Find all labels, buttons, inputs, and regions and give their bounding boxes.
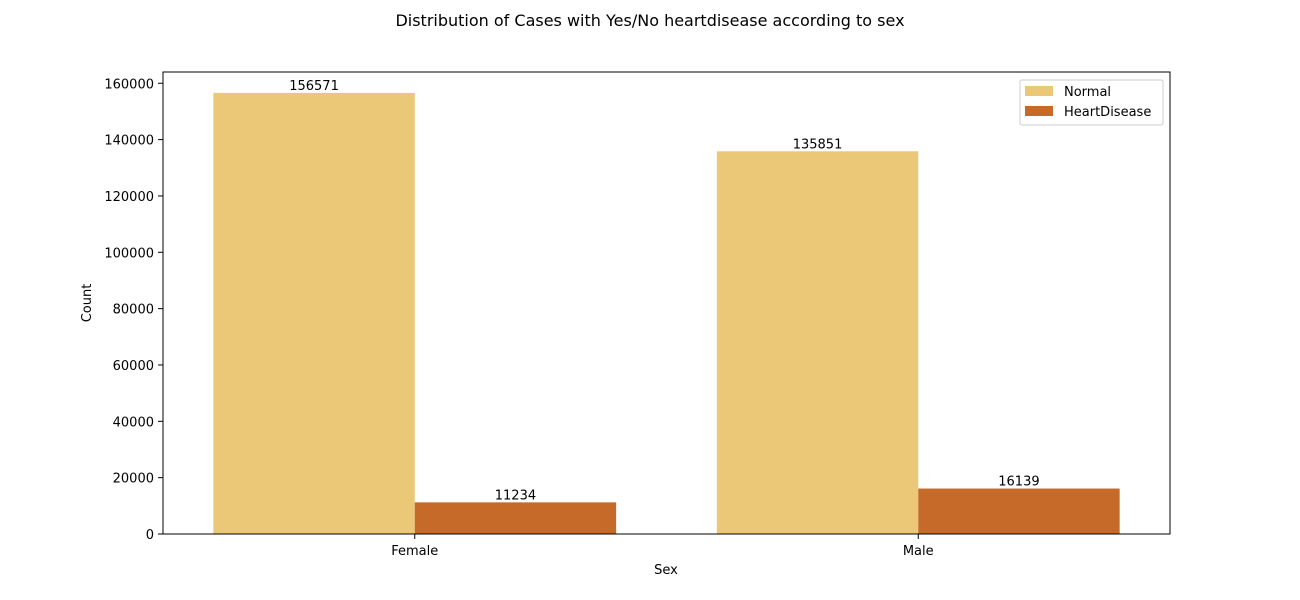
data-label-heartdisease-female: 11234: [495, 488, 536, 503]
y-tick-label-120000: 120000: [104, 190, 154, 205]
y-axis: 0 20000 40000 60000 80000 100000 120000 140000 1…: [104, 77, 163, 543]
plot-bars: 156571 11234 135851 16139: [213, 79, 1120, 534]
y-tick-label-0: 0: [146, 528, 154, 543]
x-tick-label-male: Male: [903, 544, 934, 559]
data-label-normal-female: 156571: [289, 79, 339, 94]
y-tick-label-20000: 20000: [113, 472, 154, 487]
legend-swatch-normal: [1025, 86, 1053, 96]
chart-title: Distribution of Cases with Yes/No heartd…: [395, 11, 904, 30]
x-axis: Female Male: [391, 534, 934, 559]
legend: Normal HeartDisease: [1019, 79, 1164, 126]
legend-label-normal: Normal: [1064, 85, 1111, 100]
y-tick-label-100000: 100000: [104, 246, 154, 261]
bar-heartdisease-male: [918, 488, 1120, 534]
data-label-normal-male: 135851: [793, 137, 843, 152]
x-tick-label-female: Female: [391, 544, 438, 559]
legend-swatch-heartdisease: [1025, 106, 1053, 116]
y-tick-label-60000: 60000: [113, 359, 154, 374]
y-tick-label-80000: 80000: [113, 303, 154, 318]
data-label-heartdisease-male: 16139: [998, 475, 1039, 490]
bar-heartdisease-female: [414, 502, 617, 534]
legend-label-heartdisease: HeartDisease: [1064, 105, 1151, 120]
y-axis-label: Count: [80, 284, 95, 323]
legend-frame: [1019, 79, 1164, 126]
bar-normal-female: [213, 92, 415, 534]
y-tick-label-140000: 140000: [104, 134, 154, 149]
x-axis-label: Sex: [654, 563, 678, 578]
plot-frame: [162, 71, 1171, 535]
y-tick-label-40000: 40000: [113, 415, 154, 430]
bar-normal-male: [716, 151, 919, 534]
y-tick-label-160000: 160000: [104, 77, 154, 92]
